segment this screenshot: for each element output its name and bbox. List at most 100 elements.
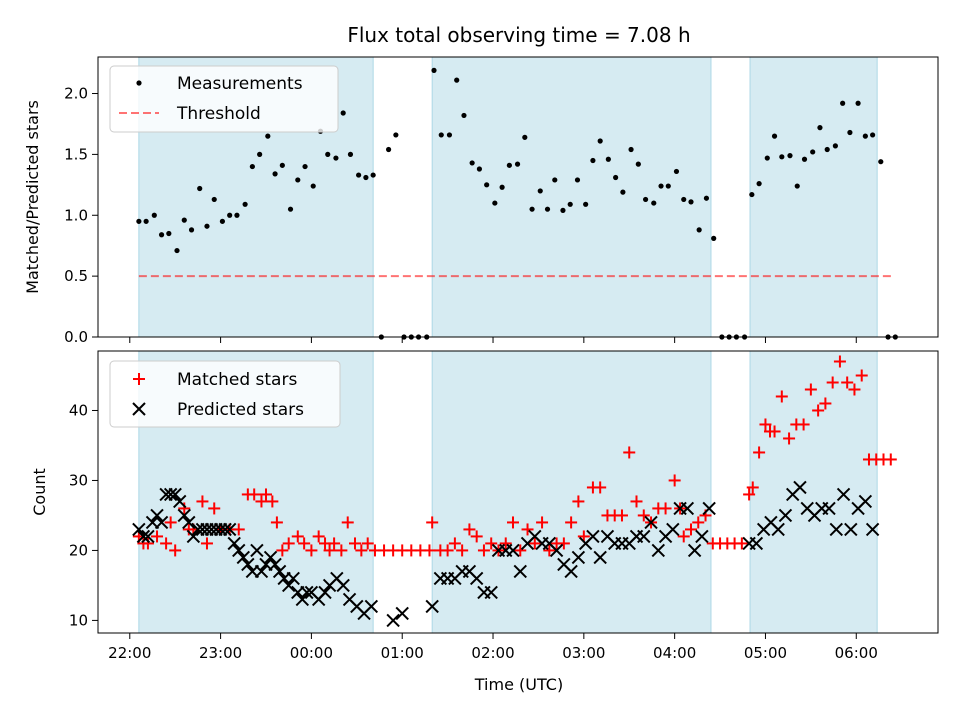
predicted-star-point (858, 494, 873, 509)
predicted-star-point (395, 606, 409, 621)
measurement-point (333, 155, 339, 161)
measurement-point (370, 172, 376, 178)
matched-star-point (684, 523, 697, 536)
matched-star-point (507, 516, 520, 529)
marker-stroke (549, 543, 564, 558)
matched-star-point (335, 544, 348, 557)
predicted-star-point (425, 599, 439, 614)
marker-stroke (263, 550, 278, 565)
matched-star-point (759, 418, 772, 431)
measurement-point (310, 183, 316, 189)
marker-stroke (395, 606, 409, 621)
x-tick-label: 06:00 (835, 644, 878, 662)
chart-title: Flux total observing time = 7.08 h (347, 23, 690, 47)
matched-star-point (305, 544, 318, 557)
matched-star-point (291, 530, 304, 543)
matched-star-point (477, 544, 490, 557)
legend-box (109, 65, 339, 133)
x-tick-label: 03:00 (562, 644, 605, 662)
marker-stroke (600, 529, 615, 544)
predicted-star-point (132, 522, 146, 537)
measurement-point (711, 235, 717, 241)
measurement-point (506, 162, 512, 168)
x-tick-label: 04:00 (653, 644, 696, 662)
measurement-point (642, 196, 649, 203)
measurement-point (847, 129, 853, 136)
measurement-point (597, 138, 603, 144)
matched-star-point (426, 516, 439, 529)
matched-star-point (260, 488, 272, 501)
y-tick-label: 0.5 (64, 267, 88, 285)
predicted-star-point (182, 515, 196, 530)
matched-star-point (361, 537, 374, 550)
marker-stroke (844, 522, 858, 537)
plot-frame (97, 56, 939, 338)
predicted-star-point (822, 501, 836, 516)
legend-label-predicted: Predicted stars (177, 400, 304, 420)
predicted-star-point (254, 564, 269, 579)
predicted-star-point (836, 487, 851, 502)
marker-stroke (749, 536, 764, 551)
marker-stroke (163, 487, 178, 502)
matched-star-point (423, 544, 436, 557)
measurement-point (590, 157, 596, 164)
matched-star-point (276, 544, 289, 557)
measurement-point (249, 163, 255, 170)
predicted-star-point (687, 543, 702, 558)
legend-label-matched: Matched stars (177, 370, 297, 390)
legend-swatch-matched (133, 373, 145, 385)
bottom-legend: Matched stars Predicted stars (109, 360, 341, 428)
legend-label-measurements: Measurements (177, 74, 303, 94)
matched-star-point (441, 544, 454, 557)
top-legend: Measurements Threshold (109, 65, 339, 133)
marker-stroke (528, 529, 542, 544)
measurement-point (817, 125, 823, 131)
predicted-star-point (232, 543, 246, 558)
predicted-star-point (268, 557, 282, 572)
marker-stroke (154, 515, 169, 530)
measurement-point (688, 199, 694, 205)
marker-stroke (513, 564, 527, 579)
marker-stroke (822, 501, 836, 516)
matched-star-point (470, 530, 483, 543)
measurement-point (696, 227, 702, 233)
matched-star-point (528, 537, 541, 550)
top-y-axis-label: Matched/Predicted stars (23, 100, 42, 294)
matched-star-point (328, 537, 341, 550)
predicted-star-point (336, 578, 350, 593)
marker-stroke (793, 480, 807, 495)
matched-star-point (463, 523, 476, 536)
matched-star-point (735, 537, 748, 550)
marker-stroke (557, 557, 571, 572)
measurement-point (537, 188, 543, 194)
measurement-point (257, 151, 263, 157)
predicted-star-point (386, 613, 400, 628)
measurement-point (801, 156, 808, 162)
measurement-point (583, 201, 589, 207)
marker-stroke (168, 487, 182, 502)
measurement-point (840, 100, 846, 106)
predicted-star-point (695, 529, 709, 544)
matched-star-point (255, 495, 268, 508)
matched-star-point (164, 516, 177, 529)
predicted-star-point (749, 536, 764, 551)
measurement-point (347, 151, 354, 157)
measurement-point (446, 132, 453, 138)
measurement-point (787, 153, 793, 159)
measurement-point (265, 133, 271, 139)
matched-star-point (826, 376, 839, 389)
y-tick-label: 30 (69, 471, 88, 489)
matched-star-point (499, 537, 512, 550)
matched-star-point (783, 432, 796, 445)
marker-stroke (865, 522, 880, 537)
x-tick-label: 00:00 (290, 644, 333, 662)
predicted-star-point (637, 529, 651, 544)
predicted-star-point (150, 508, 164, 523)
marker-stroke (286, 571, 300, 586)
y-tick-label: 40 (69, 401, 88, 419)
measurement-point (855, 100, 861, 106)
predicted-star-point (173, 494, 187, 509)
measurement-point (181, 217, 187, 223)
matched-star-point (456, 544, 469, 557)
matched-star-point (248, 488, 261, 501)
